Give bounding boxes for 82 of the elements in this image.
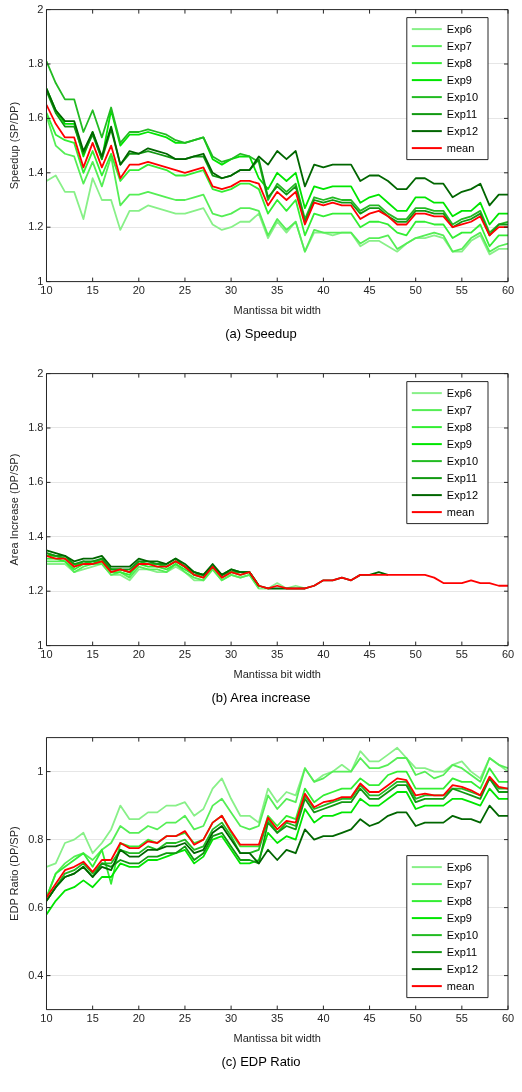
x-tick-label: 35 bbox=[271, 648, 284, 661]
x-tick-label: 55 bbox=[455, 1012, 468, 1025]
x-tick-label: 15 bbox=[86, 284, 99, 297]
legend-label: Exp7 bbox=[446, 404, 472, 417]
legend-label: Exp8 bbox=[446, 895, 472, 908]
text: (b) Area increase bbox=[210, 690, 312, 705]
legend-label: Exp11 bbox=[446, 946, 478, 959]
legend-label: Exp7 bbox=[446, 878, 472, 891]
x-tick-label: 25 bbox=[178, 648, 192, 661]
legend-label: Exp11 bbox=[446, 108, 478, 121]
y-tick-label: 2 bbox=[37, 366, 44, 379]
legend-label: Exp9 bbox=[446, 912, 472, 925]
y-tick-label: 0.6 bbox=[28, 900, 44, 913]
x-axis-title: Mantissa bit width bbox=[233, 668, 321, 681]
legend-label: Exp10 bbox=[446, 91, 479, 104]
x-tick-label: 30 bbox=[224, 648, 238, 661]
y-tick-label: 0.4 bbox=[28, 968, 44, 981]
legend-label: Exp10 bbox=[446, 929, 479, 942]
y-tick-label: 1.4 bbox=[28, 165, 44, 178]
x-tick-label: 50 bbox=[409, 1012, 422, 1025]
x-tick-label: 55 bbox=[455, 648, 468, 661]
legend-label: Exp9 bbox=[446, 438, 472, 451]
x-tick-label: 25 bbox=[178, 284, 192, 297]
y-axis-title: EDP Ratio (DP/SP) bbox=[7, 826, 20, 921]
x-tick-label: 20 bbox=[132, 648, 145, 661]
x-axis-title: Mantissa bit width bbox=[233, 1032, 321, 1045]
x-tick-label: 40 bbox=[317, 648, 330, 661]
legend-label: Exp7 bbox=[446, 40, 472, 53]
x-tick-label: 45 bbox=[363, 648, 376, 661]
y-axis-title: Area Increase (DP/SP) bbox=[7, 453, 20, 566]
x-tick-label: 35 bbox=[271, 1012, 284, 1025]
text: (c) EDP Ratio bbox=[220, 1054, 302, 1069]
legend-label: mean bbox=[446, 980, 475, 993]
x-tick-label: 15 bbox=[86, 1012, 99, 1025]
x-tick-label: 45 bbox=[363, 1012, 376, 1025]
y-tick-label: 1.8 bbox=[28, 57, 44, 70]
x-tick-label: 60 bbox=[501, 1012, 515, 1025]
x-tick-label: 30 bbox=[224, 1012, 238, 1025]
y-tick-label: 1.2 bbox=[28, 220, 44, 233]
legend-label: Exp10 bbox=[446, 455, 479, 468]
x-tick-label: 45 bbox=[363, 284, 376, 297]
x-tick-label: 50 bbox=[409, 284, 422, 297]
y-tick-label: 1.2 bbox=[28, 584, 44, 597]
legend-label: Exp12 bbox=[446, 963, 479, 976]
y-tick-label: 1 bbox=[37, 764, 44, 777]
y-tick-label: 2 bbox=[37, 2, 44, 15]
legend-label: Exp8 bbox=[446, 57, 472, 70]
y-tick-label: 1.8 bbox=[28, 421, 44, 434]
legend-label: Exp8 bbox=[446, 421, 472, 434]
x-tick-label: 25 bbox=[178, 1012, 192, 1025]
x-tick-label: 10 bbox=[40, 648, 53, 661]
y-tick-label: 1.6 bbox=[28, 111, 44, 124]
text: (a) Speedup bbox=[224, 326, 298, 341]
x-axis-title: Mantissa bit width bbox=[233, 304, 321, 317]
legend-label: Exp6 bbox=[446, 387, 472, 400]
x-tick-label: 35 bbox=[271, 284, 284, 297]
x-tick-label: 10 bbox=[40, 1012, 53, 1025]
x-tick-label: 30 bbox=[224, 284, 238, 297]
legend-label: Exp12 bbox=[446, 489, 479, 502]
x-tick-label: 10 bbox=[40, 284, 53, 297]
y-axis-title: Speedup (SP/DP) bbox=[7, 101, 20, 190]
x-tick-label: 40 bbox=[317, 284, 330, 297]
y-tick-label: 1 bbox=[37, 638, 44, 651]
legend-label: Exp12 bbox=[446, 125, 479, 138]
x-tick-label: 50 bbox=[409, 648, 422, 661]
x-tick-label: 20 bbox=[132, 1012, 145, 1025]
y-tick-label: 1.4 bbox=[28, 529, 44, 542]
x-tick-label: 40 bbox=[317, 1012, 330, 1025]
legend-label: mean bbox=[446, 142, 475, 155]
y-tick-label: 1 bbox=[37, 274, 44, 287]
x-tick-label: 55 bbox=[455, 284, 468, 297]
legend-label: Exp9 bbox=[446, 74, 472, 87]
legend-label: Exp11 bbox=[446, 472, 478, 485]
x-tick-label: 20 bbox=[132, 284, 145, 297]
y-tick-label: 1.6 bbox=[28, 475, 44, 488]
x-tick-label: 60 bbox=[501, 648, 515, 661]
x-tick-label: 60 bbox=[501, 284, 515, 297]
legend-label: Exp6 bbox=[446, 23, 472, 36]
y-tick-label: 0.8 bbox=[28, 832, 44, 845]
legend-label: Exp6 bbox=[446, 861, 472, 874]
legend-label: mean bbox=[446, 506, 475, 519]
x-tick-label: 15 bbox=[86, 648, 99, 661]
